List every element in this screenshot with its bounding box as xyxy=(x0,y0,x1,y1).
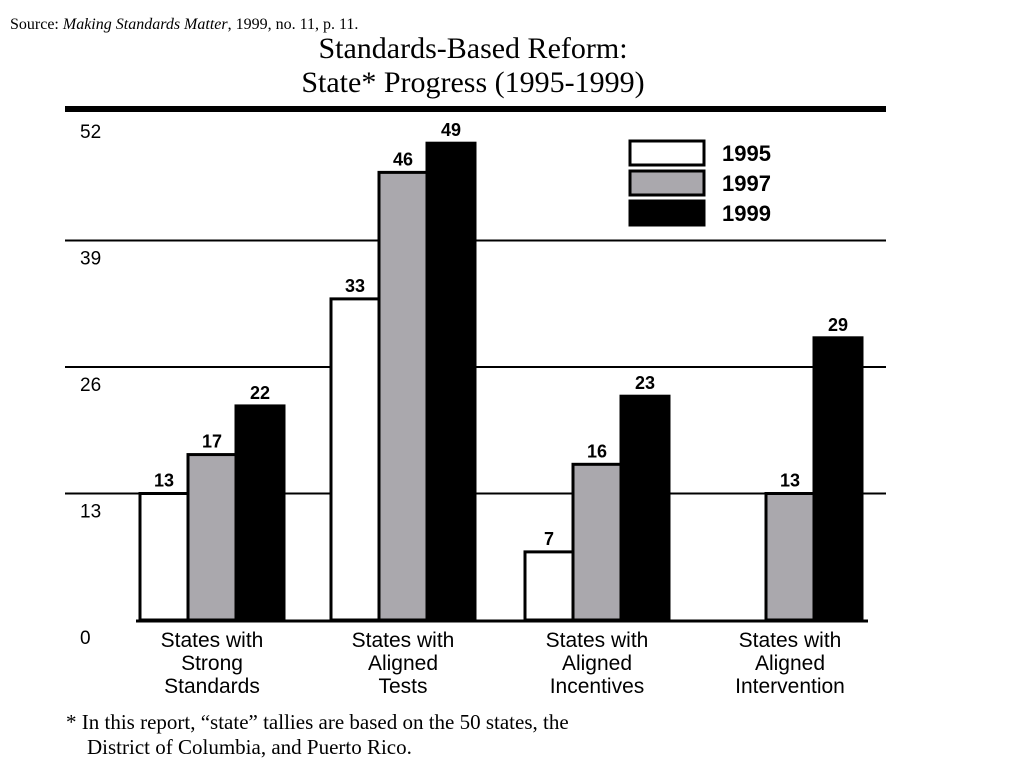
category-label: States with xyxy=(161,629,264,652)
legend-label: 1997 xyxy=(722,171,771,196)
category-label: Aligned xyxy=(755,652,825,675)
bar-1999 xyxy=(425,141,477,622)
category-label: Intervention xyxy=(735,675,845,698)
y-tick-label: 52 xyxy=(80,122,101,143)
legend-swatch-1997 xyxy=(628,169,706,197)
category-label: Aligned xyxy=(368,652,438,675)
y-tick-label: 13 xyxy=(80,502,101,523)
category-label: Strong xyxy=(181,652,243,675)
source-citation: Source: Making Standards Matter, 1999, n… xyxy=(10,16,358,34)
bar-1997 xyxy=(377,170,429,622)
legend-swatch-1995 xyxy=(628,139,706,167)
y-tick-label: 0 xyxy=(80,628,91,649)
bar-value-label: 22 xyxy=(250,383,270,403)
chart-subtitle: State* Progress (1995-1999) xyxy=(301,66,644,99)
category-label: States with xyxy=(352,629,455,652)
source-publication: Making Standards Matter xyxy=(62,16,228,33)
legend-label: 1999 xyxy=(722,201,771,226)
category-label: Incentives xyxy=(550,675,645,698)
plot-area: 0 13 26 39 52 13 33 7 17 46 16 13 22 49 23 29 States wit… xyxy=(65,106,886,759)
source-suffix: , 1999, no. 11, p. 11. xyxy=(227,16,359,33)
chart-title: Standards-Based Reform: xyxy=(318,32,627,65)
y-tick-label: 26 xyxy=(80,375,101,396)
category-label: States with xyxy=(739,629,842,652)
category-label: Aligned xyxy=(562,652,632,675)
bar-1999 xyxy=(812,336,864,622)
bar-value-label: 17 xyxy=(202,432,222,452)
category-label: Standards xyxy=(164,675,260,698)
top-rule xyxy=(65,106,886,112)
bar-1995 xyxy=(329,297,381,622)
bar-1999 xyxy=(619,394,671,622)
footnote-line: * In this report, “state” tallies are ba… xyxy=(66,710,569,734)
bar-value-label: 29 xyxy=(828,315,848,335)
bar-1999 xyxy=(234,404,286,622)
bar-1997 xyxy=(571,462,623,622)
bar-1995 xyxy=(523,550,575,622)
legend-label: 1995 xyxy=(722,141,771,166)
bar-1997 xyxy=(186,453,238,622)
bar-value-label: 13 xyxy=(780,471,800,491)
bar-value-label: 49 xyxy=(441,120,461,140)
bar-value-label: 33 xyxy=(345,276,365,296)
source-prefix: Source: xyxy=(10,16,63,33)
bar-1997 xyxy=(764,492,816,622)
bar-value-label: 16 xyxy=(587,441,607,461)
y-tick-label: 39 xyxy=(80,249,101,270)
category-label: Tests xyxy=(378,675,427,698)
footnote-line: District of Columbia, and Puerto Rico. xyxy=(87,735,412,759)
legend-swatch-1999 xyxy=(628,199,706,227)
bar-value-label: 7 xyxy=(544,529,554,549)
bar-value-label: 23 xyxy=(635,373,655,393)
bar-value-label: 13 xyxy=(154,471,174,491)
bar-value-label: 46 xyxy=(393,149,413,169)
bar-1995 xyxy=(138,492,190,622)
category-label: States with xyxy=(546,629,649,652)
